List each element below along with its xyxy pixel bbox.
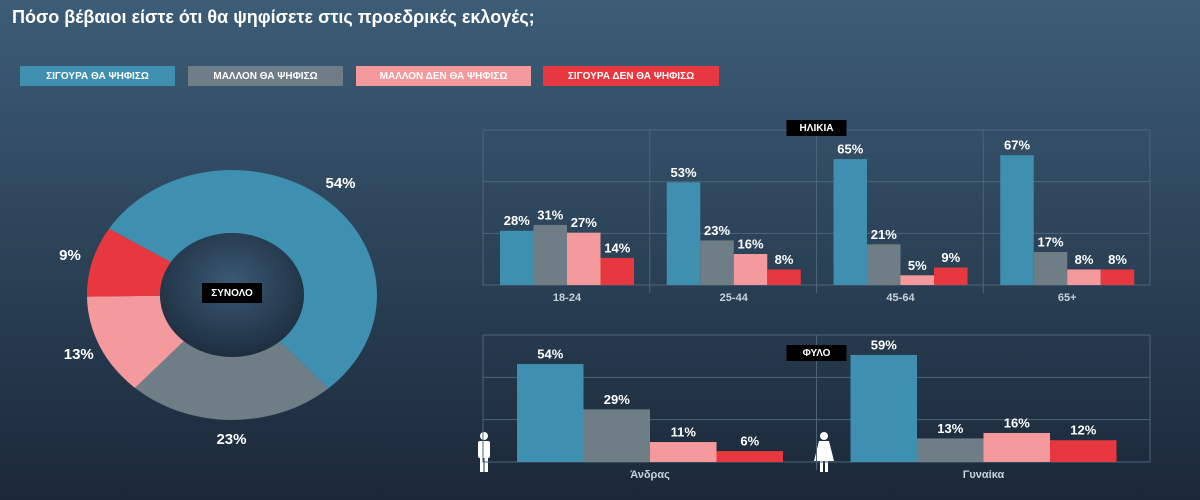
chart-title-box [786, 345, 847, 361]
value-label: 9% [941, 250, 960, 265]
bar [917, 438, 984, 462]
bar [1033, 252, 1068, 285]
x-tick-label: Άνδρας [630, 469, 670, 481]
value-label: 28% [504, 213, 530, 228]
x-tick-label: 25-44 [720, 292, 749, 304]
value-label: 31% [537, 207, 563, 222]
bar [1000, 155, 1034, 285]
bar [583, 409, 650, 462]
bar [934, 267, 968, 285]
bar [533, 224, 567, 285]
bar [567, 232, 601, 285]
value-label: 65% [837, 142, 863, 157]
legend-label: ΣΙΓΟΥΡΑ ΘΑ ΨΗΦΙΣΩ [46, 71, 149, 82]
center-label-box [202, 283, 262, 303]
legend-label: ΜΑΛΛΟΝ ΔΕΝ ΘΑ ΨΗΦΙΣΩ [380, 71, 508, 82]
value-label: 8% [1075, 252, 1094, 267]
bar [767, 269, 801, 285]
slice-label: 54% [326, 175, 356, 192]
bar [983, 432, 1050, 462]
bar [500, 230, 534, 285]
slice-label: 9% [59, 247, 81, 264]
x-tick-label: 45-64 [886, 292, 915, 304]
page-title: Πόσο βέβαιοι είστε ότι θα ψηφίσετε στις … [12, 7, 535, 27]
donut-slice [87, 295, 184, 388]
value-label: 16% [1004, 415, 1030, 430]
chart-title: ΦΥΛΟ [803, 348, 831, 359]
value-label: 21% [871, 227, 897, 242]
value-label: 12% [1070, 423, 1096, 438]
legend-swatch [20, 66, 175, 86]
bar [733, 254, 768, 285]
chart-title-box [786, 120, 847, 136]
value-label: 27% [571, 215, 597, 230]
value-label: 11% [671, 424, 697, 439]
bar [517, 364, 584, 462]
bar [867, 244, 901, 285]
age-chart: 18-24 25-44 45-64 65+ 28% 53% 65% 67% 31% 23% 21% 1… [482, 120, 1151, 304]
donut-slice [109, 169, 378, 389]
value-label: 6% [740, 434, 759, 449]
bar [666, 182, 701, 285]
value-label: 13% [937, 421, 963, 436]
bar [1050, 440, 1117, 462]
legend: ΣΙΓΟΥΡΑ ΘΑ ΨΗΦΙΣΩ ΜΑΛΛΟΝ ΘΑ ΨΗΦΙΣΩ ΜΑΛΛΟΝ … [20, 66, 719, 86]
value-label: 16% [737, 236, 763, 251]
gender-chart: Άνδρας Γυναίκα 54% 59% 29% 13% 11% 16% 6% 12% ΦΥΛΟ [478, 334, 1151, 481]
value-label: 17% [1037, 235, 1063, 250]
bar [850, 354, 917, 462]
value-label: 14% [604, 240, 630, 255]
chart-title: ΗΛΙΚΙΑ [800, 123, 834, 134]
bar [1067, 269, 1101, 285]
bar [700, 240, 734, 285]
bar [600, 257, 634, 285]
man-icon [478, 432, 490, 472]
legend-swatch [543, 66, 719, 86]
legend-swatch [356, 66, 531, 86]
value-label: 67% [1004, 138, 1030, 153]
slice-label: 13% [64, 346, 94, 363]
donut-slice [134, 341, 329, 420]
bar [1100, 269, 1135, 285]
x-tick-label: 65+ [1058, 292, 1077, 304]
legend-label: ΣΙΓΟΥΡΑ ΔΕΝ ΘΑ ΨΗΦΙΣΩ [568, 71, 694, 82]
center-label: ΣΥΝΟΛΟ [211, 288, 253, 299]
donut-chart: 54% 23% 13% 9% ΣΥΝΟΛΟ [59, 169, 378, 448]
value-label: 29% [604, 392, 630, 407]
x-tick-label: Γυναίκα [963, 469, 1005, 481]
value-label: 54% [537, 346, 563, 361]
woman-icon [814, 432, 834, 472]
value-label: 23% [704, 223, 730, 238]
value-label: 59% [871, 337, 897, 352]
value-label: 8% [775, 252, 794, 267]
bar [833, 159, 867, 285]
bar [900, 275, 934, 285]
donut-slice [87, 228, 171, 297]
bar [650, 442, 717, 462]
legend-label: ΜΑΛΛΟΝ ΘΑ ΨΗΦΙΣΩ [213, 71, 317, 82]
x-tick-label: 18-24 [553, 292, 582, 304]
value-label: 8% [1108, 252, 1127, 267]
value-label: 5% [908, 258, 927, 273]
value-label: 53% [670, 165, 696, 180]
slice-label: 23% [216, 431, 246, 448]
legend-swatch [188, 66, 343, 86]
bar [716, 451, 783, 462]
